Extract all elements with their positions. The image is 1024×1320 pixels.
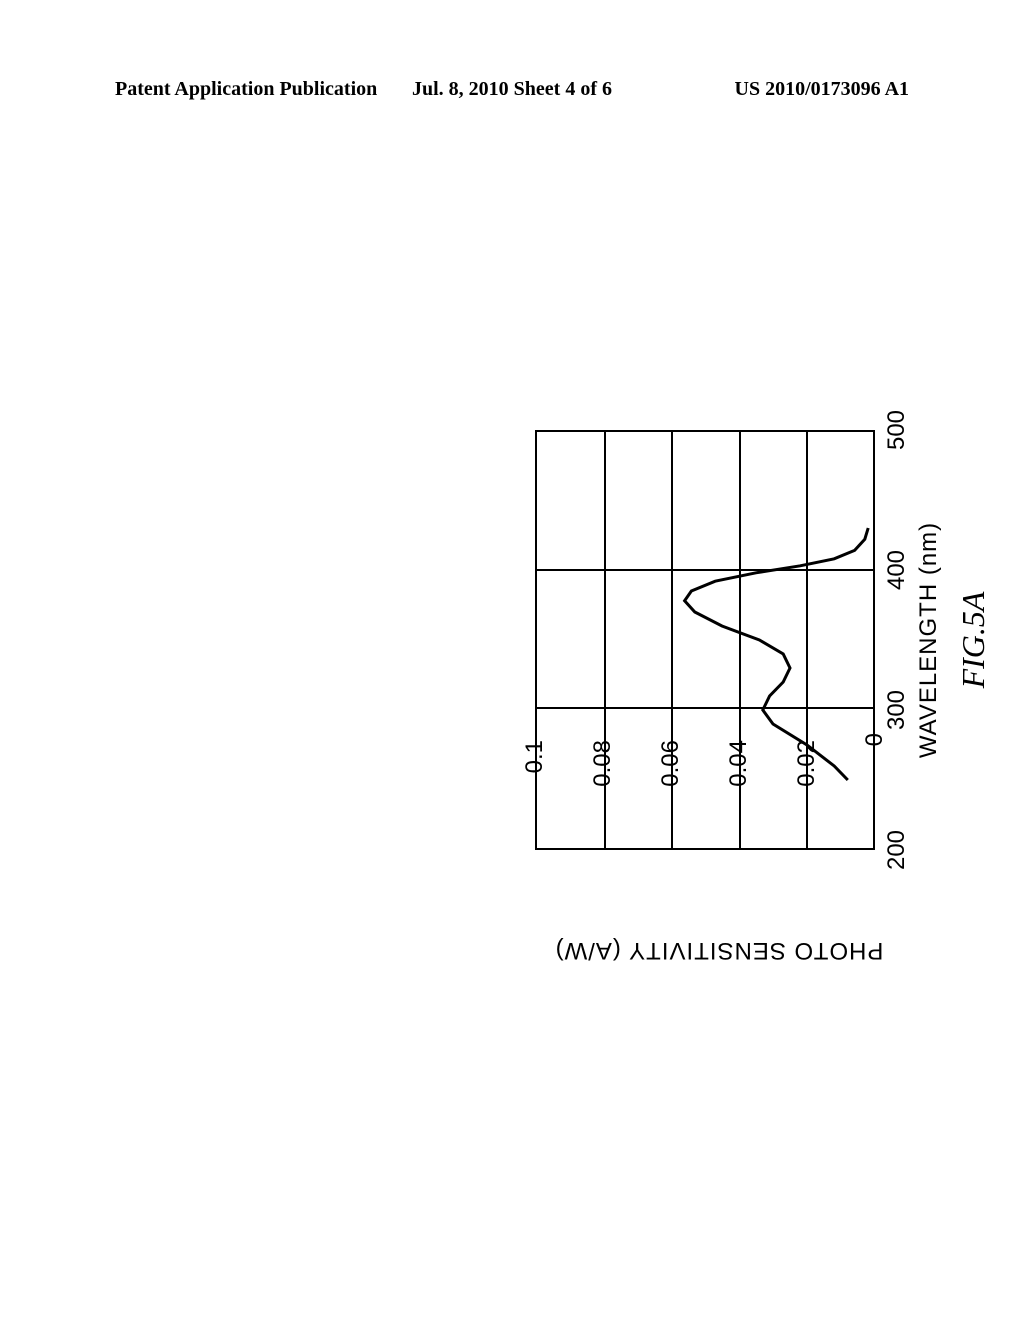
curve-svg (535, 430, 875, 850)
x-tick-3: 500 (883, 410, 911, 450)
header-publication: Patent Application Publication (115, 78, 380, 101)
y-tick-1: 0.02 (793, 740, 821, 787)
chart-area: 0 0.02 0.04 0.06 0.08 0.1 200 300 400 50… (515, 400, 945, 940)
figure-label: FIG.5A (955, 592, 992, 689)
y-axis-label: PHOTO SENSITIVITY (A/W) (555, 936, 884, 964)
y-tick-5: 0.1 (521, 740, 549, 773)
x-tick-2: 400 (883, 550, 911, 590)
sensitivity-curve (685, 528, 869, 780)
y-tick-4: 0.08 (589, 740, 617, 787)
page-header: Patent Application Publication Jul. 8, 2… (0, 78, 1024, 101)
header-sheet-info: Jul. 8, 2010 Sheet 4 of 6 (380, 78, 645, 101)
x-axis-label: WAVELENGTH (nm) (915, 522, 943, 758)
y-tick-0: 0 (861, 733, 889, 746)
x-tick-0: 200 (883, 830, 911, 870)
header-patent-number: US 2010/0173096 A1 (644, 78, 909, 101)
figure-container: 0 0.02 0.04 0.06 0.08 0.1 200 300 400 50… (140, 260, 890, 1080)
x-tick-1: 300 (883, 690, 911, 730)
y-tick-2: 0.04 (725, 740, 753, 787)
y-tick-3: 0.06 (657, 740, 685, 787)
